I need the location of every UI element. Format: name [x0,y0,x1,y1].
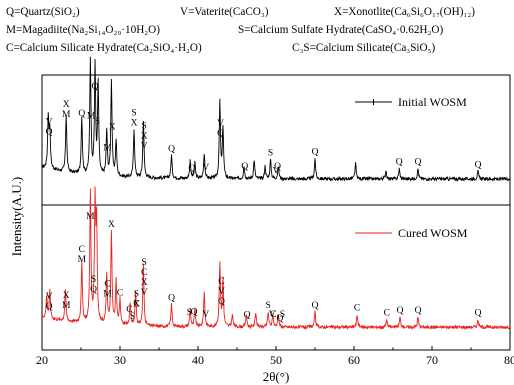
peak-label-top-0-0: V [46,118,53,128]
key-magadiite: M=Magadiite(Na₂Si₁₄O₂₉·10H₂O) [6,24,160,36]
peak-label-top-3-0: M [87,111,96,121]
key-calcium-silicate: C₃S=Calcium Silicate(Ca₃SiO₅) [292,42,436,54]
peak-label-bottom-4-0: S [91,275,96,285]
peak-label-bottom-22-0: Q [276,314,283,324]
peak-label-top-8-0: S [131,109,136,119]
peak-label-bottom-8-0: C [126,305,132,315]
x-tick-label: 80 [504,353,514,367]
peak-label-bottom-2-1: M [78,255,87,265]
peak-label-bottom-0-0: V [46,292,53,302]
legend-layer: Initial WOSM Cured WOSM [355,95,468,240]
peak-label-bottom-16-0: V [202,310,209,320]
x-axis-label: 2θ(°) [263,369,290,384]
series-cured-wosm-line [41,186,511,331]
series-initial-wosm-line [41,56,511,182]
peak-label-top-1-1: M [62,110,71,120]
peak-label-top-19-0: Q [396,158,403,168]
peak-label-bottom-12-3: V [141,288,148,298]
key-xonotlite: X=Xonotlite(Ca₆Si₆O₁₇(OH)₁₂) [334,6,475,18]
key-quartz: Q=Quartz(SiO₂) [6,6,80,18]
peak-label-bottom-15-0: Q [191,308,198,318]
peak-label-top-14-0: Q [241,162,248,172]
peak-label-top-15-0: S [268,148,273,158]
peak-label-bottom-9-0: S [130,312,135,322]
peak-label-bottom-6-0: X [108,220,115,230]
x-tick-label: 50 [270,353,282,367]
peak-label-top-13-0: V [217,119,224,129]
peak-label-bottom-26-0: Q [397,306,404,316]
peak-label-top-11-0: Q [188,164,195,174]
peak-label-bottom-28-0: Q [475,309,482,319]
peak-label-top-0-1: Q [46,128,53,138]
x-tick-label: 40 [192,353,204,367]
peak-label-top-9-0: S [142,122,147,132]
peak-label-bottom-19-0: S [266,301,271,311]
peak-label-top-5-0: S [95,117,100,127]
x-tick-label: 60 [348,353,360,367]
peak-label-bottom-24-0: C [354,304,360,314]
peak-label-top-20-0: Q [415,158,422,168]
peak-label-top-9-1: X [141,132,148,142]
legend-label: Initial WOSM [398,95,467,109]
peak-label-bottom-2-0: C [79,245,85,255]
peak-label-bottom-25-0: C [384,309,390,319]
peak-label-bottom-17-0: C [218,277,224,287]
peak-label-bottom-14-0: S [187,308,192,318]
peak-label-top-2-0: Q [78,109,85,119]
peak-label-bottom-5-0: C [104,280,110,290]
peak-label-bottom-1-1: M [62,301,71,311]
peak-label-bottom-3-0: M [86,212,95,222]
peak-label-top-21-0: Q [475,160,482,170]
peak-label-bottom-17-1: V [218,287,225,297]
key-calcium-sulfate-hydrate: S=Calcium Sulfate Hydrate(CaSO₄·0.62H₂O) [238,24,444,36]
peak-label-bottom-11-0: S [134,289,139,299]
y-axis-label: Intensity(A.U.) [9,177,24,256]
peak-label-top-7-0: X [109,123,116,133]
peak-label-bottom-23-0: Q [312,301,319,311]
peak-label-top-12-0: V [202,163,209,173]
phase-key: Q=Quartz(SiO₂) V=Vaterite(CaCO₃) X=Xonot… [4,4,514,70]
peak-label-top-1-0: X [63,100,70,110]
peak-label-bottom-20-0: V [269,310,276,320]
peak-label-bottom-27-0: Q [415,306,422,316]
peak-label-bottom-11-1: C [133,299,139,309]
x-tick-label: 70 [426,353,438,367]
peak-label-bottom-18-0: Q [244,310,251,320]
series-layer [41,56,511,331]
peak-label-bottom-21-0: C₃S [270,310,285,320]
peak-label-top-8-1: X [131,119,138,129]
peak-label-top-4-0: Q [92,82,99,92]
peak-label-top-10-0: Q [168,145,175,155]
peak-label-bottom-12-1: C [141,268,147,278]
peak-label-top-17-0: Q [274,162,281,172]
peak-label-top-13-1: Q [217,129,224,139]
peak-label-top-18-0: Q [312,147,319,157]
peak-label-bottom-17-2: Q [218,297,225,307]
peak-label-bottom-12-0: S [142,258,147,268]
peak-label-bottom-5-1: M [103,290,112,300]
peak-label-top-9-2: V [141,142,148,152]
x-tick-label: 30 [114,353,126,367]
peak-label-top-16-0: V [273,167,280,177]
peak-label-bottom-4-1: Q [90,285,97,295]
peak-label-bottom-13-0: Q [168,294,175,304]
peak-label-bottom-12-2: X [141,278,148,288]
peak-label-bottom-10-0: X [133,299,140,309]
axis-layer: 20 30 40 50 60 70 80 2θ(°) Intensity(A.U.) [9,177,514,384]
legend-label: Cured WOSM [398,226,468,240]
peak-label-bottom-1-0: X [63,291,70,301]
key-calcium-silicate-hydrate: C=Calcium Silicate Hydrate(Ca₂SiO₄·H₂O) [6,42,202,54]
peak-label-bottom-7-0: C [117,289,123,299]
x-tick-label: 20 [36,353,48,367]
peak-label-bottom-0-1: Q [46,302,53,312]
peak-label-top-6-0: M [103,144,112,154]
key-vaterite: V=Vaterite(CaCO₃) [180,6,269,18]
